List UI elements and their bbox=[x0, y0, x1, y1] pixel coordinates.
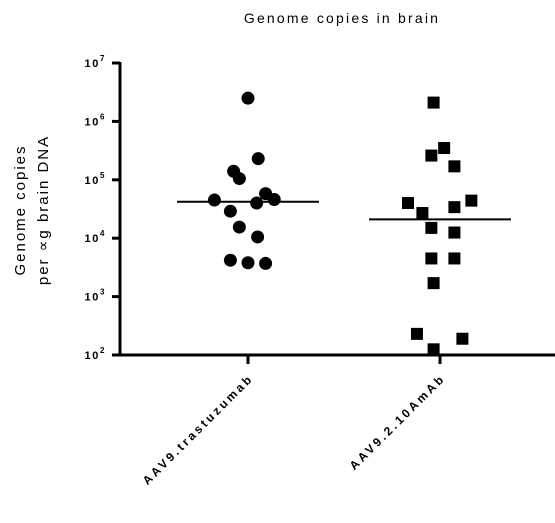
data-point bbox=[259, 256, 273, 270]
data-point bbox=[425, 221, 438, 234]
data-point bbox=[448, 201, 461, 214]
y-tick-label: 106 bbox=[85, 112, 107, 128]
x-category-label: AAV9.trastuzumab bbox=[140, 371, 256, 487]
data-point bbox=[425, 149, 438, 162]
data-point bbox=[410, 327, 423, 340]
chart-title: Genome copies in brain bbox=[244, 10, 440, 26]
data-point bbox=[207, 193, 221, 207]
data-point bbox=[416, 207, 429, 220]
data-point bbox=[427, 343, 440, 356]
data-point bbox=[232, 172, 246, 186]
data-point bbox=[251, 152, 265, 166]
y-axis-label-line-2: per ∝g brain DNA bbox=[35, 135, 52, 285]
data-point bbox=[448, 160, 461, 173]
data-point bbox=[251, 230, 265, 244]
data-point bbox=[267, 192, 281, 206]
x-ticks: AAV9.trastuzumab AAV9.2.10AmAb bbox=[140, 355, 448, 488]
data-point bbox=[448, 226, 461, 239]
x-category-label: AAV9.2.10AmAb bbox=[347, 371, 449, 473]
data-point bbox=[241, 91, 255, 105]
data-points bbox=[207, 91, 478, 356]
y-tick-label: 107 bbox=[85, 54, 107, 70]
data-point bbox=[438, 142, 451, 155]
y-tick-label: 104 bbox=[85, 229, 107, 245]
y-tick-label: 102 bbox=[85, 346, 107, 362]
data-point bbox=[456, 332, 469, 345]
data-point bbox=[232, 220, 246, 234]
data-point bbox=[427, 96, 440, 109]
data-point bbox=[448, 252, 461, 265]
data-point bbox=[241, 256, 255, 270]
data-point bbox=[250, 196, 264, 210]
data-point bbox=[427, 277, 440, 290]
y-tick-label: 105 bbox=[85, 171, 107, 187]
y-axis-label-line-1: Genome copies bbox=[12, 144, 29, 275]
data-point bbox=[402, 197, 414, 210]
data-point bbox=[425, 252, 438, 265]
y-ticks: 102 103 104 105 106 107 bbox=[85, 54, 120, 362]
data-point bbox=[465, 194, 478, 207]
data-point bbox=[223, 204, 237, 218]
median-lines bbox=[177, 200, 511, 221]
data-point bbox=[223, 253, 237, 267]
y-tick-label: 103 bbox=[85, 288, 107, 304]
